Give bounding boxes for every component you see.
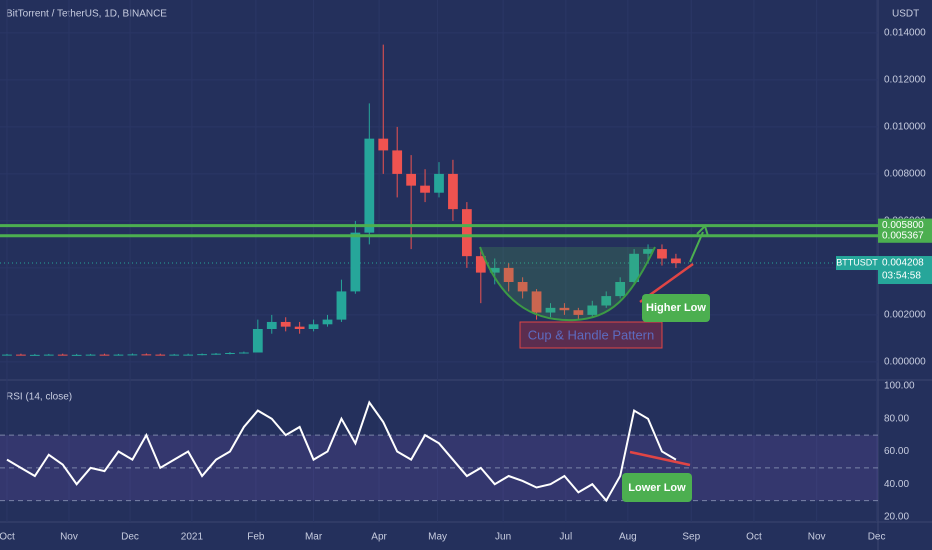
countdown-label: 03:54:58 [882,271,921,282]
candle-body [183,354,194,356]
candle-body [448,173,458,210]
x-tick-label: Feb [247,532,265,543]
x-tick-label: Dec [121,532,139,543]
currency: USDT [892,9,919,20]
candle-body [29,354,40,356]
candle-body [545,307,556,313]
higher-low-box [642,294,710,322]
y-tick-label: 0.000000 [884,357,926,368]
rsi-tick-label: 80.00 [884,413,909,424]
symbol-box [836,256,878,271]
last-price-box [878,256,932,285]
x-tick-label: May [428,532,447,543]
rsi-trend-line [629,450,691,467]
cup-label: Cup & Handle Pattern [528,327,654,342]
candle-body [671,258,681,264]
candle-body [461,209,472,257]
higher-low-label: Higher Low [646,302,706,314]
candle-body [57,354,68,356]
candle-body [434,173,444,193]
x-tick-label: Nov [60,532,78,543]
x-tick-label: Aug [619,532,637,543]
candle-body [197,354,207,356]
chart-title: BitTorrent / TetherUS, 1D, BINANCE [6,9,167,20]
candle-body [127,354,138,356]
candle-body [420,185,430,193]
x-tick-label: Dec [868,532,886,543]
lower-low-box [622,473,692,502]
candle-body [2,354,12,356]
candle-body [113,354,124,356]
candle-body [169,354,180,356]
candle-body [211,353,221,355]
last-price-label: 0.004208 [882,258,924,269]
candle-body [350,232,361,292]
y-tick-label: 0.012000 [884,75,926,86]
symbol-label: BTTUSDT [836,257,878,267]
candle-body [517,282,528,292]
x-tick-label: Oct [0,532,15,543]
candle-body [280,321,291,327]
rsi-tick-label: 60.00 [884,446,909,457]
x-tick-label: Jul [559,532,572,543]
candle-body [406,173,417,186]
x-tick-label: Nov [808,532,826,543]
cup-label-box [519,321,663,349]
y-tick-label: 0.014000 [884,28,926,39]
candle-body [239,352,249,354]
rsi-tick-label: 40.00 [884,479,909,490]
candle-body [364,138,375,233]
candle-body [308,324,319,330]
candle-body [294,326,305,330]
candle-body [322,319,333,325]
candle-body [336,291,347,320]
candle-body [503,267,514,283]
x-tick-label: Apr [371,532,387,543]
candle-body [629,253,639,283]
candle-body [392,150,403,174]
candle-body [531,291,542,313]
candle-body [587,305,598,315]
candle-body [657,249,667,259]
candle-body [99,354,110,356]
rsi-tick-label: 100.00 [884,381,915,392]
x-tick-label: 2021 [181,532,204,543]
x-tick-label: Mar [305,532,323,543]
cup-outline [479,246,656,322]
candle-body [225,352,235,354]
candle-body [16,354,26,356]
x-tick-label: Oct [746,532,762,543]
level-label: 0.005367 [882,230,924,241]
candle-body [559,307,570,311]
x-tick-label: Sep [682,532,700,543]
candle-body [378,138,389,151]
rsi-title: RSI (14, close) [6,392,72,403]
candle-body [475,256,486,273]
y-tick-label: 0.010000 [884,122,926,133]
candle-body [43,354,54,356]
candle-body [71,354,82,356]
candle-body [252,329,263,353]
candle-body [643,249,653,254]
cup-shape [480,247,655,321]
y-tick-label: 0.008000 [884,169,926,180]
level-label-box [878,228,932,243]
candle-body [155,354,166,356]
x-tick-label: Jun [495,532,511,543]
y-tick-label: 0.002000 [884,310,926,321]
candle-body [85,354,96,356]
candle-body [601,296,612,306]
candle-body [573,310,584,315]
lower-low-label: Lower Low [628,482,686,494]
candle-body [615,282,626,297]
rsi-line [6,400,677,503]
level-label: 0.005800 [882,220,924,231]
candle-body [141,354,152,356]
rsi-tick-label: 20.00 [884,512,909,523]
rsi-band [0,435,878,501]
candle-body [489,267,500,273]
candle-body [266,321,277,330]
